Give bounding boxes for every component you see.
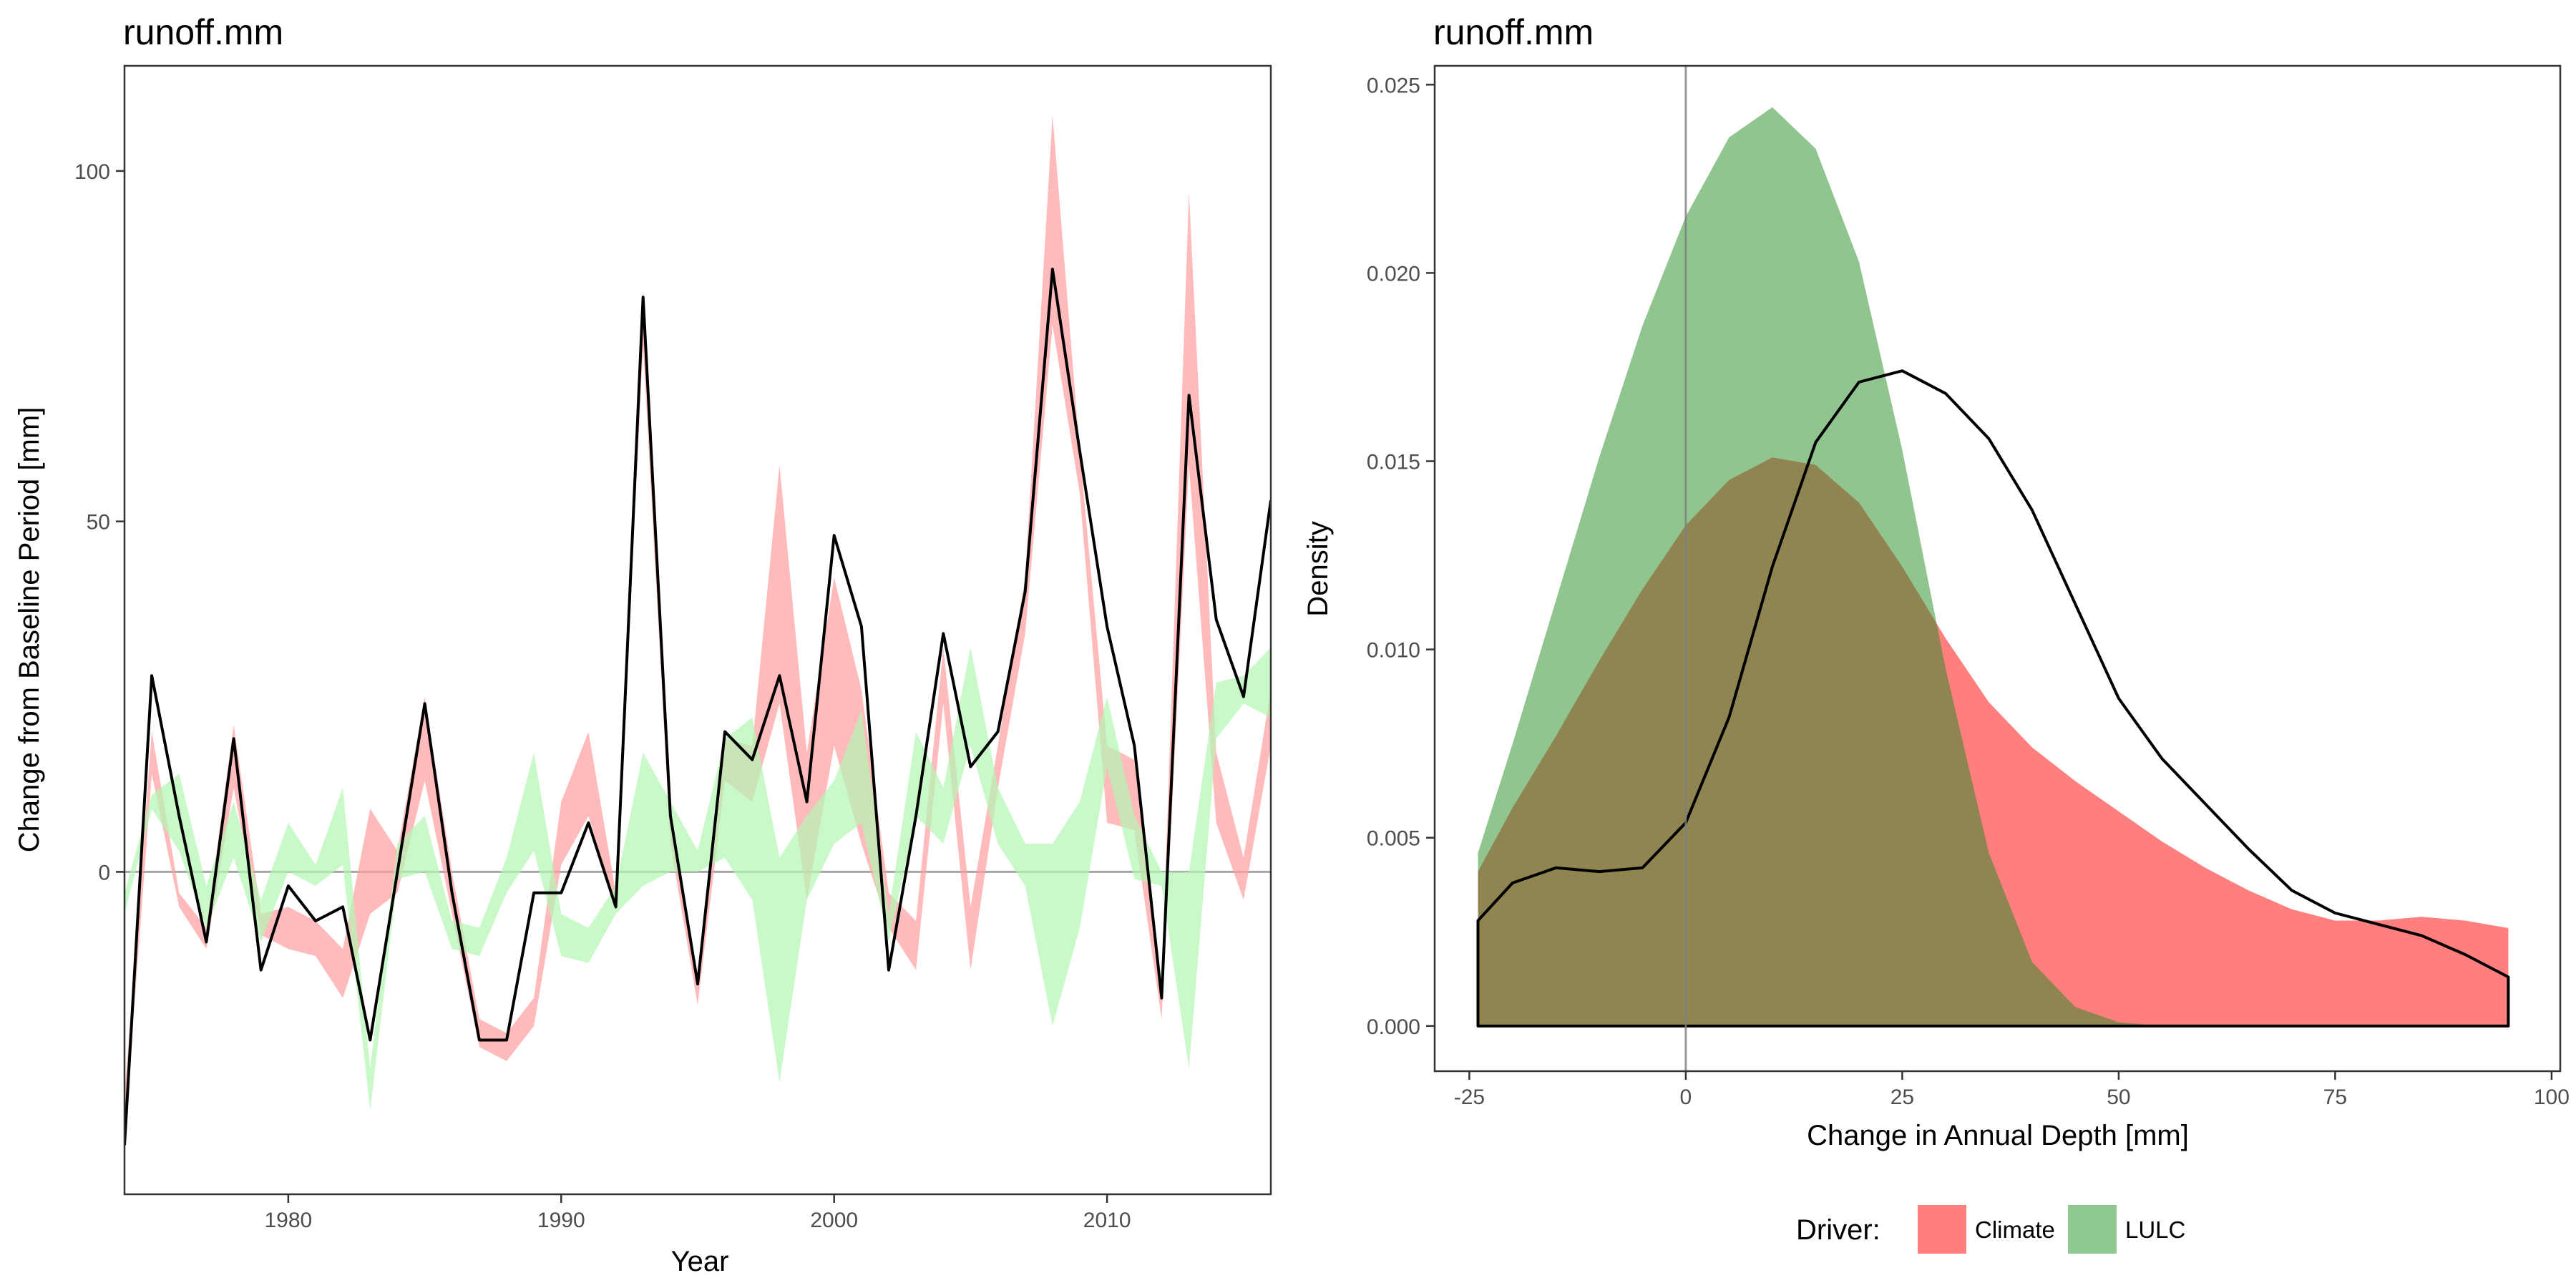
time-series-panel: runoff.mm 1980 1990 2000 2010 0 50 100 Year Ch… (14, 12, 1272, 1277)
legend-title: Driver: (1796, 1214, 1880, 1246)
legend-key-climate (1918, 1205, 1966, 1254)
right-y-tick-label: 0.000 (1367, 1015, 1420, 1039)
left-x-tick-label: 2010 (1083, 1209, 1131, 1232)
right-y-tick-label: 0.015 (1367, 451, 1420, 474)
right-x-tick-label: 50 (2107, 1085, 2130, 1109)
right-marks (1476, 66, 2510, 1071)
right-x-tick-label: 75 (2323, 1085, 2347, 1109)
right-density-lulc (1478, 107, 2509, 1026)
right-x-tick-label: 100 (2534, 1085, 2570, 1109)
left-y-axis-label: Change from Baseline Period [mm] (14, 407, 45, 853)
left-ribbon-lulc (125, 648, 1271, 1111)
right-plot-area (1476, 66, 2510, 1071)
left-x-tick-label: 2000 (810, 1209, 858, 1232)
left-plot-background (125, 66, 1271, 1194)
left-x-tick-label: 1980 (264, 1209, 312, 1232)
left-y-tick-label: 50 (87, 511, 110, 535)
legend-label-climate: Climate (1975, 1216, 2055, 1243)
left-axes: 1980 1990 2000 2010 0 50 100 (74, 160, 1131, 1232)
legend: Driver: Climate LULC (1796, 1205, 2185, 1254)
left-x-axis-label: Year (671, 1246, 729, 1277)
left-y-tick-label: 0 (98, 861, 110, 884)
right-chart-title: runoff.mm (1433, 12, 1594, 52)
left-chart-title: runoff.mm (123, 12, 283, 52)
right-y-tick-label: 0.025 (1367, 74, 1420, 97)
right-x-tick-label: 25 (1890, 1085, 1914, 1109)
left-x-tick-label: 1990 (537, 1209, 585, 1232)
left-marks (125, 114, 1271, 1146)
right-plot-border (1433, 64, 2562, 1073)
density-panel: runoff.mm -25 0 25 50 75 100 0.000 0.005 0.010 0.… (1302, 12, 2570, 1151)
left-plot-area (125, 114, 1271, 1146)
left-y-tick-label: 100 (74, 160, 110, 184)
right-y-tick-label: 0.020 (1367, 262, 1420, 286)
left-plot-border (123, 64, 1272, 1196)
right-x-axis-label: Change in Annual Depth [mm] (1807, 1120, 2189, 1151)
legend-key-lulc (2068, 1205, 2117, 1254)
right-x-tick-label: -25 (1454, 1085, 1485, 1109)
right-y-tick-label: 0.005 (1367, 827, 1420, 851)
right-x-tick-label: 0 (1680, 1085, 1692, 1109)
left-line-total (125, 268, 1271, 1146)
right-density-outline (1476, 369, 2510, 1028)
right-y-tick-label: 0.010 (1367, 639, 1420, 663)
right-y-axis-label: Density (1302, 521, 1334, 616)
right-axes: -25 0 25 50 75 100 0.000 0.005 0.010 0.015 0.020 0.… (1367, 74, 2570, 1109)
legend-label-lulc: LULC (2125, 1216, 2185, 1243)
